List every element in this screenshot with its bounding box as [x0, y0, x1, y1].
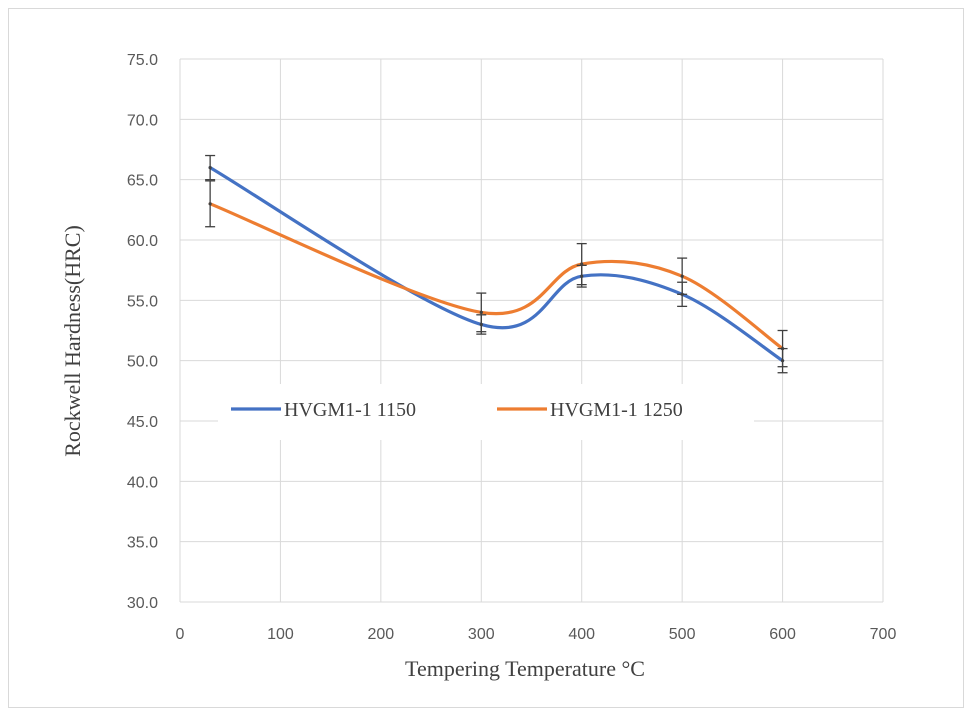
legend-label-1250: HVGM1-1 1250	[550, 399, 683, 421]
y-tick-label: 60.0	[127, 233, 158, 250]
y-axis-title: Rockwell Hardness(HRC)	[60, 225, 85, 457]
x-tick-label: 500	[669, 626, 696, 643]
data-point	[479, 310, 483, 314]
data-point	[680, 274, 684, 278]
y-tick-label: 30.0	[127, 595, 158, 612]
chart-frame	[8, 8, 964, 708]
data-point	[580, 262, 584, 266]
x-tick-label: 400	[568, 626, 595, 643]
legend: HVGM1-1 1150 HVGM1-1 1250	[218, 384, 754, 440]
y-tick-label: 70.0	[127, 112, 158, 129]
x-axis-tick-labels: 0 100 200 300 400 500 600 700	[176, 626, 897, 643]
y-axis-tick-labels: 30.0 35.0 40.0 45.0 50.0 55.0 60.0 65.0 70.0 75.0	[127, 52, 158, 612]
y-tick-label: 75.0	[127, 52, 158, 69]
x-tick-label: 200	[368, 626, 395, 643]
error-bar	[476, 292, 487, 333]
series-line-1250	[208, 202, 785, 351]
x-tick-label: 600	[769, 626, 796, 643]
series-line-1150	[208, 166, 785, 363]
data-point	[780, 347, 785, 351]
data-point	[208, 202, 212, 206]
line-chart: 30.0 35.0 40.0 45.0 50.0 55.0 60.0 65.0 70.0 75.0…	[60, 52, 897, 681]
error-bar	[205, 154, 216, 181]
y-tick-label: 35.0	[127, 535, 158, 552]
x-axis-title: Tempering Temperature °C	[405, 656, 645, 681]
error-bar	[677, 257, 688, 295]
y-tick-label: 40.0	[127, 474, 158, 491]
grid-lines	[179, 58, 884, 603]
y-tick-label: 45.0	[127, 414, 158, 431]
legend-label-1150: HVGM1-1 1150	[284, 399, 416, 421]
error-bar	[576, 242, 587, 286]
error-bar	[205, 180, 216, 228]
x-tick-label: 100	[267, 626, 294, 643]
y-tick-label: 50.0	[127, 354, 158, 371]
series-lines	[208, 166, 785, 363]
y-tick-label: 55.0	[127, 293, 158, 310]
legend-background	[218, 384, 754, 440]
y-tick-label: 65.0	[127, 173, 158, 190]
data-point	[208, 166, 212, 170]
error-bar	[777, 329, 788, 368]
error-bars	[205, 154, 788, 374]
x-tick-label: 300	[468, 626, 495, 643]
x-tick-label: 700	[870, 626, 897, 643]
x-tick-label: 0	[176, 626, 185, 643]
